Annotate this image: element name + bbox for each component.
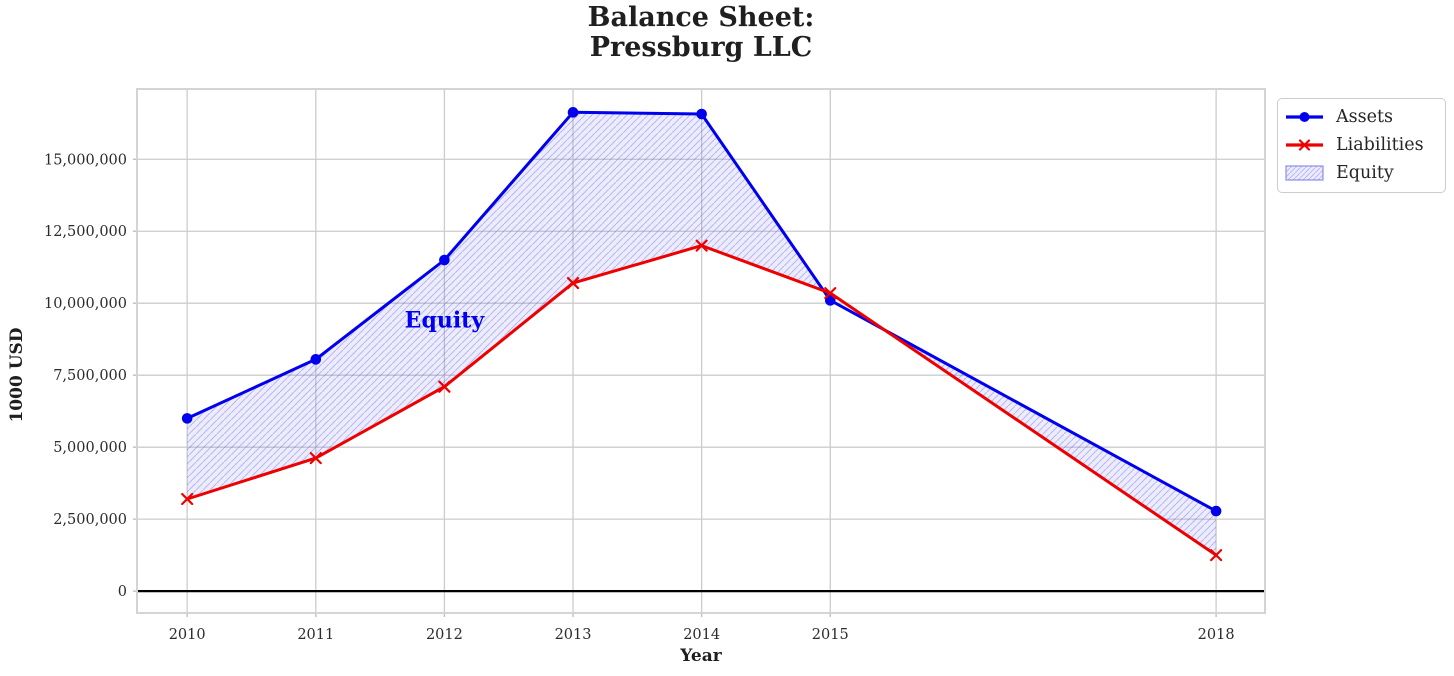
assets-marker <box>439 254 450 266</box>
x-tick-label: 2018 <box>1198 627 1235 643</box>
legend-item-assets: Assets <box>1285 103 1437 131</box>
y-tick-label: 2,500,000 <box>53 512 127 528</box>
chart-title: Balance Sheet: Pressburg LLC <box>587 2 815 63</box>
plot-frame <box>136 88 1266 614</box>
liabilities-marker <box>1210 549 1223 562</box>
equity-fill-region <box>187 112 824 500</box>
x-tick-label: 2014 <box>683 627 720 643</box>
x-tick-label: 2015 <box>812 627 849 643</box>
y-tick-label: 7,500,000 <box>53 368 127 384</box>
liabilities-marker <box>181 492 194 506</box>
legend-label-equity: Equity <box>1336 163 1394 183</box>
y-tick-label: 10,000,000 <box>44 296 127 312</box>
legend-label-liabilities: Liabilities <box>1336 135 1424 155</box>
legend-x-marker <box>1298 139 1311 151</box>
liabilities-legend-marker-icon <box>1286 139 1323 151</box>
liabilities-marker <box>438 380 451 393</box>
y-tick-label: 5,000,000 <box>53 440 127 456</box>
legend-circle-marker <box>1299 112 1310 122</box>
x-tick-label: 2010 <box>169 627 206 643</box>
liabilities-marker <box>824 287 837 300</box>
x-axis-label: Year <box>680 646 722 666</box>
assets-marker <box>567 107 579 118</box>
liabilities-marker <box>566 276 580 290</box>
assets-marker <box>696 108 707 120</box>
liabilities-marker <box>309 452 322 465</box>
assets-marker <box>824 295 836 306</box>
x-tick-label: 2013 <box>555 627 592 643</box>
assets-legend-marker-icon <box>1286 112 1323 122</box>
legend: Assets Liabilities Equity <box>1277 98 1446 193</box>
equity-legend-patch-icon <box>1285 165 1324 181</box>
legend-hatch-patch <box>1285 165 1324 181</box>
x-tick-label: 2011 <box>297 627 334 643</box>
y-tick-label: 12,500,000 <box>44 224 127 240</box>
assets-marker <box>1210 505 1222 517</box>
assets-marker <box>310 354 322 365</box>
x-tick-label: 2012 <box>426 627 463 643</box>
legend-label-assets: Assets <box>1336 107 1393 127</box>
legend-item-liabilities: Liabilities <box>1285 131 1437 159</box>
liabilities-marker <box>695 239 708 252</box>
legend-item-equity: Equity <box>1285 159 1437 187</box>
y-tick-label: 15,000,000 <box>44 152 127 168</box>
y-tick-label: 0 <box>118 584 127 600</box>
assets-marker <box>181 413 193 424</box>
equity-annotation: Equity <box>405 307 486 333</box>
